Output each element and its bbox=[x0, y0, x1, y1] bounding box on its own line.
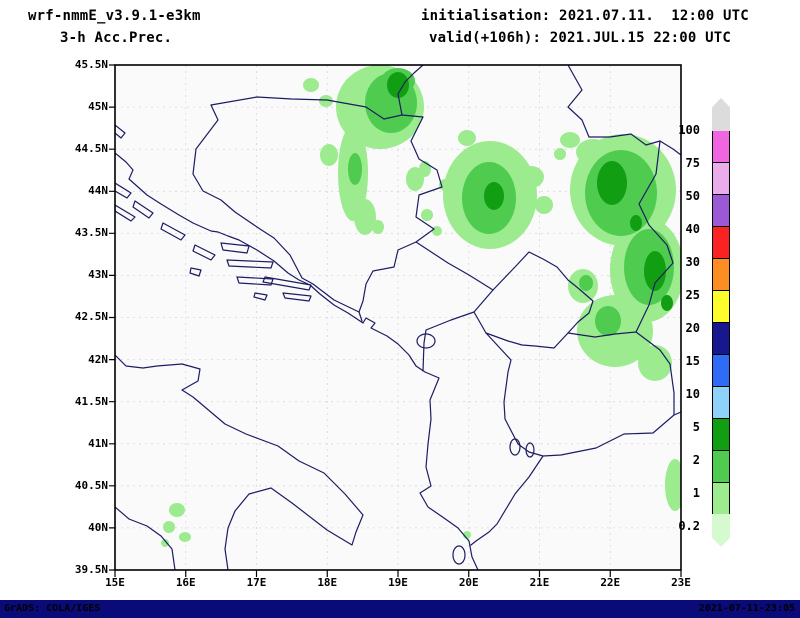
color-scale-segment bbox=[712, 290, 730, 323]
x-tick-label: 15E bbox=[105, 576, 125, 589]
color-scale-labels: 100 75 50 40 30 25 20 15 10 5 2 1 0.2 bbox=[660, 98, 706, 568]
color-scale-segment bbox=[712, 194, 730, 227]
valid-time: valid(+106h): 2021.JUL.15 22:00 UTC bbox=[429, 30, 732, 46]
color-scale-segment bbox=[712, 354, 730, 387]
axis-ticks bbox=[109, 64, 682, 577]
coastline-adriatic-east bbox=[115, 152, 479, 570]
y-tick-label: 43N bbox=[88, 268, 108, 282]
render-timestamp: 2021-07-11-23:05 bbox=[698, 603, 795, 614]
color-scale-label: 75 bbox=[685, 156, 700, 170]
grads-watermark: GrADS: COLA/IGES bbox=[4, 603, 101, 614]
border-serbia-macedonia bbox=[567, 331, 637, 338]
y-tick-label: 42N bbox=[88, 352, 108, 366]
y-tick-label: 43.5N bbox=[74, 226, 108, 240]
color-scale-label: 50 bbox=[685, 189, 700, 203]
coastline-italy-adriatic bbox=[115, 354, 364, 570]
grid-lines bbox=[115, 65, 681, 570]
color-scale-segment bbox=[712, 98, 730, 131]
color-scale-segment bbox=[712, 450, 730, 483]
color-scale-segment bbox=[712, 226, 730, 259]
y-axis-labels: 45.5N 45N 44.5N 44N 43.5N 43N 42.5N 42N 41.5N 41N… bbox=[54, 58, 108, 576]
border-macedonia-bulgaria bbox=[635, 331, 681, 416]
y-tick-label: 41.5N bbox=[74, 394, 108, 408]
model-title: wrf-nmmE_v3.9.1-e3km bbox=[28, 8, 201, 24]
x-tick-label: 22E bbox=[600, 576, 621, 589]
y-tick-label: 41N bbox=[88, 436, 108, 450]
border-croatia-bosnia bbox=[192, 104, 360, 313]
map-outlines bbox=[115, 65, 681, 570]
y-tick-label: 42.5N bbox=[74, 310, 108, 324]
color-scale-label: 1 bbox=[692, 486, 700, 500]
lakes bbox=[416, 333, 535, 565]
color-scale-label: 30 bbox=[685, 255, 700, 269]
y-tick-label: 44N bbox=[88, 184, 108, 198]
color-scale bbox=[712, 98, 730, 547]
border-croatia-serbia bbox=[397, 65, 424, 116]
border-serbia-montenegro bbox=[415, 241, 494, 291]
coastline-italy-tyrrhenian bbox=[115, 506, 176, 570]
x-axis-labels: 15E 16E 17E 18E 19E 20E 21E 22E 23E bbox=[105, 576, 691, 592]
init-time: initialisation: 2021.07.11. 12:00 UTC bbox=[421, 8, 749, 24]
border-drina-bosnia-east bbox=[358, 116, 443, 322]
color-scale-segment bbox=[712, 162, 730, 195]
footer-bar bbox=[0, 600, 800, 618]
color-scale-label: 0.2 bbox=[678, 519, 700, 533]
product-title: 3-h Acc.Prec. bbox=[60, 30, 173, 46]
y-tick-label: 40N bbox=[88, 520, 108, 534]
border-macedonia-greece bbox=[542, 414, 675, 457]
country-borders bbox=[192, 65, 681, 546]
color-scale-label: 25 bbox=[685, 288, 700, 302]
color-scale-label: 40 bbox=[685, 222, 700, 236]
color-scale-segment bbox=[712, 386, 730, 419]
dalmatian-islands bbox=[115, 124, 312, 302]
color-scale-segment bbox=[712, 258, 730, 291]
color-scale-label: 100 bbox=[678, 123, 700, 137]
color-scale-label: 2 bbox=[692, 453, 700, 467]
y-tick-label: 45N bbox=[88, 100, 108, 114]
color-scale-label: 10 bbox=[685, 387, 700, 401]
color-scale-segment bbox=[712, 322, 730, 355]
y-tick-label: 39.5N bbox=[74, 562, 108, 576]
y-tick-label: 45.5N bbox=[74, 58, 108, 71]
y-tick-label: 44.5N bbox=[74, 142, 108, 156]
x-tick-label: 23E bbox=[671, 576, 691, 589]
color-scale-segment bbox=[712, 482, 730, 515]
x-tick-label: 18E bbox=[317, 576, 338, 589]
x-tick-label: 19E bbox=[388, 576, 408, 589]
color-scale-segment bbox=[712, 418, 730, 451]
x-tick-label: 16E bbox=[175, 576, 196, 589]
border-kosovo bbox=[473, 251, 594, 349]
precip-heavy-layer bbox=[387, 72, 673, 311]
border-albania-east bbox=[470, 332, 544, 546]
border-serbia-bulgaria bbox=[635, 140, 674, 333]
x-tick-label: 17E bbox=[246, 576, 267, 589]
x-tick-label: 20E bbox=[458, 576, 479, 589]
precipitation-layers bbox=[161, 65, 681, 547]
color-scale-label: 20 bbox=[685, 321, 700, 335]
x-tick-label: 21E bbox=[529, 576, 550, 589]
x-axis-tick-marks bbox=[114, 570, 682, 577]
color-scale-segment bbox=[712, 130, 730, 163]
border-serbia-romania bbox=[567, 65, 681, 156]
map-canvas bbox=[109, 64, 682, 577]
border-montenegro-albania bbox=[422, 311, 475, 372]
border-sava-north bbox=[210, 96, 424, 120]
y-tick-label: 40.5N bbox=[74, 478, 108, 492]
color-scale-segment bbox=[712, 514, 730, 547]
color-scale-label: 5 bbox=[692, 420, 700, 434]
y-axis-tick-marks bbox=[109, 64, 115, 571]
color-scale-label: 15 bbox=[685, 354, 700, 368]
